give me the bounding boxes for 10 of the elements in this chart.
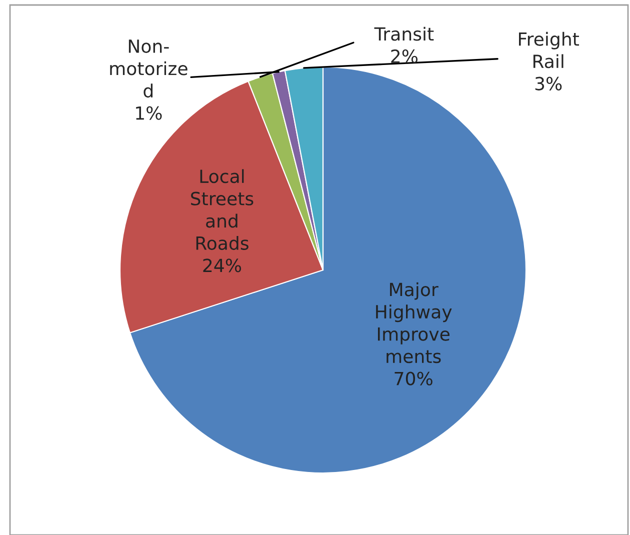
slice-label: Non- motorize d: [110, 40, 188, 98]
slice-label: Local Streets and Roads: [191, 169, 254, 250]
slice-label: Freight Rail: [519, 32, 579, 68]
data-label: 2%: [391, 49, 418, 64]
data-label: 3%: [535, 76, 562, 90]
data-label: 70%: [394, 372, 432, 386]
slice-label: Major Highway Improve ments: [376, 282, 452, 364]
data-label: 24%: [203, 258, 242, 272]
data-label: 1%: [136, 106, 162, 120]
slice-label: Transit: [374, 26, 434, 41]
